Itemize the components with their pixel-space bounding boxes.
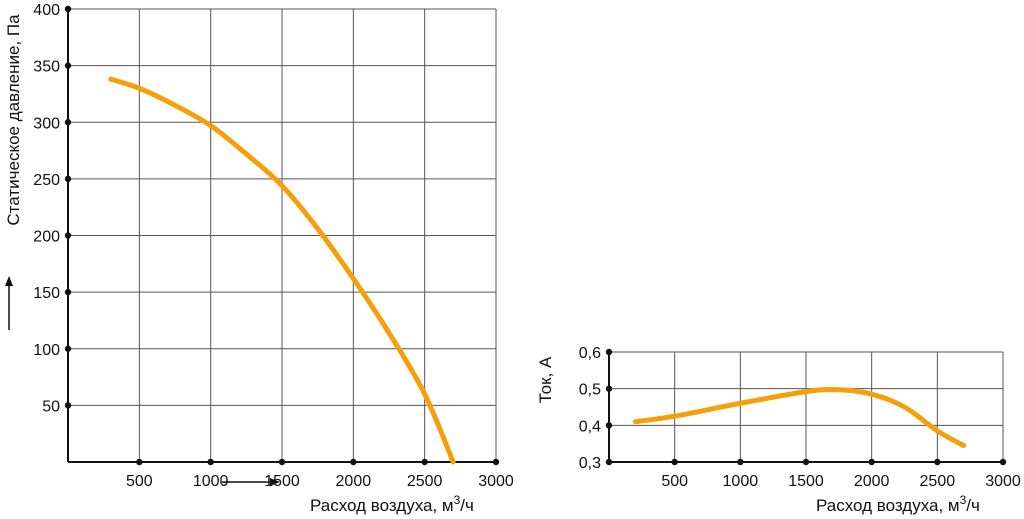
y-tick-dot [64,288,72,296]
x-tick-label: 2500 [920,473,956,490]
y-tick-label: 150 [33,285,60,302]
y-tick-label: 50 [42,398,60,415]
y-tick-dot [64,5,72,13]
x-tick-dot [737,458,744,466]
x-axis-label: Расход воздуха, м3/ч [816,493,980,515]
x-tick-label: 1000 [723,473,759,490]
x-tick-label: 2000 [854,473,890,490]
y-tick-label: 200 [33,229,60,246]
x-tick-label: 2000 [336,473,372,490]
x-axis-label-suffix: /ч [966,496,980,515]
x-tick-label: 1500 [788,473,824,490]
x-axis-label-text: Расход воздуха, м [816,496,960,515]
y-tick-dot [605,385,613,392]
x-tick-dot [492,458,500,466]
y-tick-label: 0,3 [579,455,601,472]
y-tick-dot [64,402,72,409]
y-tick-label: 350 [33,59,60,76]
x-axis-label-superscript: 3 [960,493,967,507]
y-tick-dot [64,119,72,126]
y-tick-dot [605,422,613,429]
y-direction-arrowhead [5,276,13,286]
x-tick-label: 500 [661,473,688,490]
y-tick-dot [605,458,613,466]
y-tick-dot [64,175,72,183]
y-tick-dot [64,345,72,352]
current-chart: 0,3 0,4 0,5 0,6 500 1000 1500 2000 2500 3000 Ток, … [536,345,1021,515]
y-tick-label: 0,4 [579,418,601,435]
y-tick-label: 250 [33,172,60,189]
series-line [108,76,456,465]
x-direction-arrowhead [270,478,280,486]
x-tick-label: 3000 [985,473,1021,490]
x-tick-dot [136,458,143,466]
x-axis-label-text: Расход воздуха, м [310,496,454,515]
x-axis-label: Расход воздуха, м3/ч [310,493,474,515]
y-tick-label: 400 [33,2,60,19]
x-tick-dot [207,458,214,466]
x-tick-label: 3000 [478,473,514,490]
x-tick-dot [671,458,678,466]
x-tick-dot [802,458,810,466]
y-tick-label: 100 [33,342,60,359]
y-axis-label: Ток, А [536,356,555,403]
x-tick-dot [999,458,1007,466]
x-tick-dot [350,458,357,466]
y-axis-label: Статическое давление, Па [4,14,23,226]
y-tick-dot [605,348,613,356]
x-axis-label-suffix: /ч [460,496,474,515]
x-tick-label: 1500 [264,473,300,490]
x-tick-dot [278,458,286,466]
y-tick-label: 0,5 [579,382,601,399]
x-tick-label: 2500 [407,473,443,490]
x-tick-dot [868,458,875,466]
x-axis-label-superscript: 3 [454,493,461,507]
pressure-chart: 50 100 150 200 250 300 350 400 500 1000 1500 2000 25… [4,2,514,515]
x-tick-dot [421,458,428,466]
series-line [632,387,967,448]
y-tick-label: 0,6 [579,345,601,362]
y-tick-dot [64,62,72,69]
x-tick-label: 1000 [193,473,229,490]
x-tick-dot [934,458,941,466]
y-tick-label: 300 [33,115,60,132]
x-tick-label: 500 [126,473,153,490]
y-tick-dot [64,232,72,239]
